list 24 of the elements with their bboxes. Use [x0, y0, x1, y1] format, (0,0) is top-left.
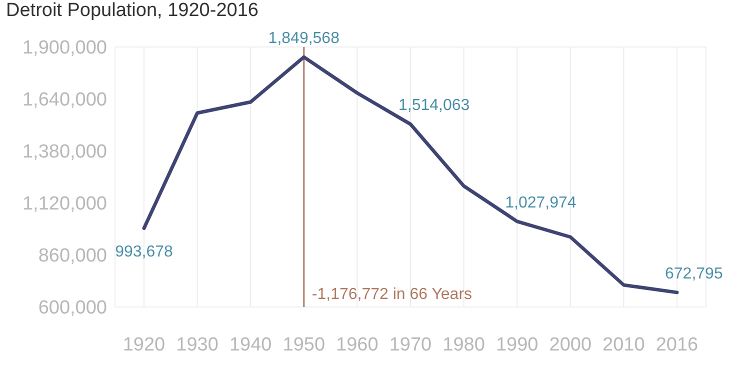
y-tick-label: 1,120,000 — [22, 194, 107, 215]
y-tick-label: 860,000 — [38, 246, 107, 267]
ref-line-label: -1,176,772 in 66 Years — [312, 286, 472, 303]
x-tick-label: 2010 — [602, 334, 645, 356]
data-label: 993,678 — [115, 243, 174, 260]
y-tick-label: 1,380,000 — [22, 142, 107, 163]
data-label: 1,849,568 — [268, 30, 340, 48]
x-tick-label: 1940 — [229, 334, 272, 356]
x-tick-label: 2000 — [549, 334, 592, 356]
x-tick-label: 1960 — [336, 334, 378, 356]
data-label: 1,514,063 — [398, 97, 470, 114]
y-tick-label: 1,900,000 — [22, 38, 107, 59]
data-label: 672,795 — [665, 265, 723, 282]
y-tick-label: 1,640,000 — [22, 90, 107, 111]
y-tick-label: 600,000 — [38, 298, 107, 319]
x-tick-label: 1930 — [176, 334, 218, 356]
x-tick-label: 2016 — [656, 334, 698, 356]
x-tick-label: 1970 — [389, 334, 432, 356]
x-tick-label: 1920 — [122, 334, 166, 356]
x-tick-label: 1980 — [442, 334, 485, 356]
data-label: 1,027,974 — [505, 194, 576, 212]
x-tick-label: 1950 — [282, 334, 326, 356]
chart-title: Detroit Population, 1920-2016 — [6, 0, 258, 22]
x-tick-label: 1990 — [496, 334, 538, 356]
